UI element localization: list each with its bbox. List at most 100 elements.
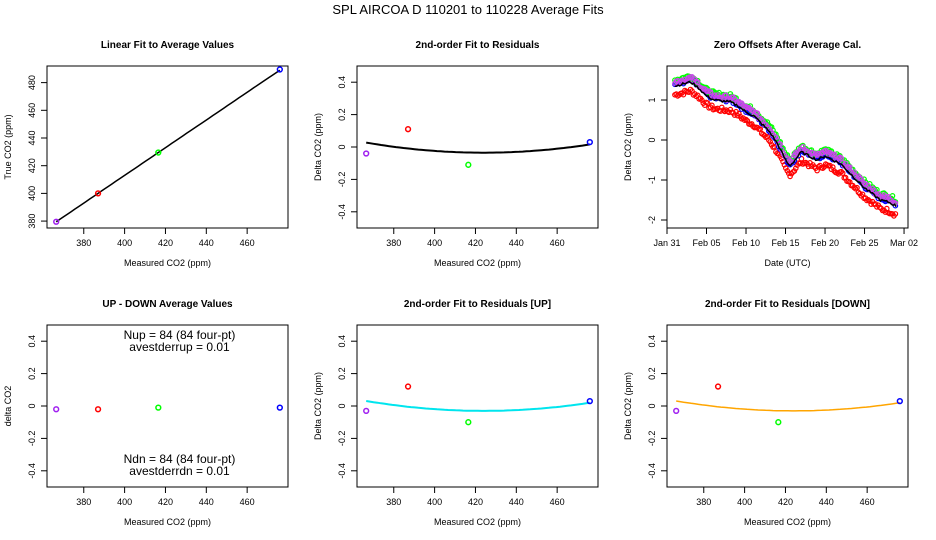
y-tick-label: 0 bbox=[647, 403, 657, 408]
data-point bbox=[724, 97, 731, 103]
x-tick-label: Feb 10 bbox=[732, 238, 760, 248]
data-point bbox=[276, 404, 283, 411]
data-point bbox=[727, 106, 734, 113]
data-point bbox=[704, 100, 711, 106]
data-point bbox=[53, 406, 60, 413]
data-point bbox=[94, 190, 102, 197]
data-point bbox=[831, 151, 838, 158]
data-point bbox=[866, 198, 873, 205]
y-axis-label: Delta CO2 (ppm) bbox=[623, 113, 633, 181]
y-tick-label: 0.2 bbox=[27, 367, 37, 380]
x-tick-label: 440 bbox=[819, 497, 834, 507]
x-axis-label: Measured CO2 (ppm) bbox=[434, 258, 521, 268]
data-point bbox=[155, 149, 162, 156]
y-tick-label: 0 bbox=[27, 403, 37, 408]
x-tick-label: Feb 15 bbox=[772, 238, 800, 248]
chart-title: 2nd-order Fit to Residuals [UP] bbox=[404, 299, 551, 310]
y-tick-label: 0.2 bbox=[337, 108, 347, 121]
chart-panel-p1: Linear Fit to Average Values Measured CO2… bbox=[3, 40, 289, 268]
fit-line bbox=[676, 400, 900, 412]
x-tick-label: 440 bbox=[199, 497, 214, 507]
x-axis-label: Measured CO2 (ppm) bbox=[744, 517, 831, 527]
chart-panel-p5: 2nd-order Fit to Residuals [UP] Measured … bbox=[313, 299, 599, 527]
x-tick-label: Feb 20 bbox=[811, 238, 839, 248]
data-point bbox=[673, 407, 680, 415]
data-point bbox=[839, 170, 846, 176]
x-tick-label: 380 bbox=[76, 238, 91, 248]
y-axis-label: Delta CO2 (ppm) bbox=[313, 113, 323, 181]
y-axis-label: True CO2 (ppm) bbox=[3, 114, 13, 179]
data-point bbox=[896, 397, 903, 405]
data-point bbox=[787, 173, 793, 180]
data-point bbox=[714, 383, 722, 390]
y-tick-label: 0.4 bbox=[27, 335, 37, 348]
x-tick-label: 460 bbox=[240, 497, 255, 507]
chart-panel-p2: 2nd-order Fit to Residuals Measured CO2 (… bbox=[313, 40, 599, 268]
data-point bbox=[465, 419, 472, 426]
x-axis-label: Measured CO2 (ppm) bbox=[124, 517, 211, 527]
fit-line bbox=[366, 400, 590, 412]
y-tick-label: -0.4 bbox=[337, 463, 347, 479]
x-tick-label: 380 bbox=[386, 238, 401, 248]
y-tick-label: 0.2 bbox=[647, 367, 657, 380]
data-point bbox=[892, 211, 899, 217]
x-axis-label: Measured CO2 (ppm) bbox=[124, 258, 211, 268]
y-tick-label: -0.2 bbox=[647, 431, 657, 447]
data-point bbox=[276, 66, 283, 73]
data-point bbox=[465, 161, 472, 168]
data-point bbox=[53, 218, 60, 225]
y-tick-label: -0.2 bbox=[337, 172, 347, 188]
y-axis-label: Delta CO2 (ppm) bbox=[313, 372, 323, 440]
data-point bbox=[838, 155, 845, 162]
x-tick-label: 420 bbox=[778, 497, 793, 507]
y-tick-label: 440 bbox=[27, 130, 37, 145]
y-tick-label: 420 bbox=[27, 158, 37, 173]
x-tick-label: 420 bbox=[158, 238, 173, 248]
x-tick-label: 400 bbox=[427, 238, 442, 248]
data-point bbox=[775, 419, 782, 426]
x-tick-label: 400 bbox=[427, 497, 442, 507]
x-tick-label: 420 bbox=[468, 497, 483, 507]
annotation-down: avestderrdn = 0.01 bbox=[129, 464, 230, 478]
data-point bbox=[767, 139, 774, 145]
y-tick-label: 0 bbox=[647, 137, 657, 142]
x-tick-label: 460 bbox=[860, 497, 875, 507]
data-point bbox=[94, 406, 102, 413]
data-point bbox=[723, 92, 729, 99]
series-line bbox=[674, 80, 897, 208]
annotation-up: avestderrup = 0.01 bbox=[129, 340, 230, 354]
y-tick-label: 460 bbox=[27, 103, 37, 118]
x-axis-label: Date (UTC) bbox=[764, 258, 810, 268]
data-point bbox=[686, 89, 692, 96]
y-tick-label: 0.2 bbox=[337, 367, 347, 380]
plot-frame bbox=[666, 65, 909, 229]
data-point bbox=[736, 110, 742, 117]
chart-title: 2nd-order Fit to Residuals [DOWN] bbox=[705, 299, 870, 310]
data-point bbox=[858, 176, 865, 183]
y-tick-label: 480 bbox=[27, 75, 37, 90]
y-tick-label: 0 bbox=[337, 403, 347, 408]
data-point bbox=[846, 164, 853, 170]
x-tick-label: 460 bbox=[550, 497, 565, 507]
series-black bbox=[674, 80, 897, 208]
x-tick-label: 380 bbox=[696, 497, 711, 507]
x-tick-label: 460 bbox=[550, 238, 565, 248]
y-tick-label: 400 bbox=[27, 186, 37, 201]
chart-title: UP - DOWN Average Values bbox=[102, 299, 233, 310]
x-axis-label: Measured CO2 (ppm) bbox=[434, 517, 521, 527]
data-point bbox=[404, 383, 412, 390]
data-point bbox=[790, 155, 796, 161]
x-tick-label: Feb 25 bbox=[851, 238, 879, 248]
y-tick-label: -0.4 bbox=[337, 204, 347, 220]
x-tick-label: Mar 02 bbox=[890, 238, 918, 248]
y-tick-label: 380 bbox=[27, 214, 37, 229]
y-tick-label: -2 bbox=[647, 216, 657, 224]
data-point bbox=[838, 168, 845, 175]
chart-panel-p4: UP - DOWN Average Values Measured CO2 (pp… bbox=[3, 299, 289, 527]
data-point bbox=[586, 397, 593, 405]
y-tick-label: -0.2 bbox=[27, 431, 37, 447]
y-tick-label: 1 bbox=[647, 97, 657, 102]
y-tick-label: 0 bbox=[337, 144, 347, 149]
data-point bbox=[586, 138, 593, 146]
